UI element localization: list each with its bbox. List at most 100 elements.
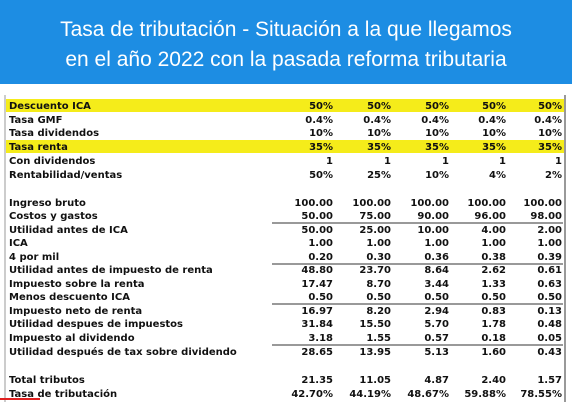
- cell-value: 0.48: [537, 319, 562, 330]
- cell-value: 100.00: [467, 198, 506, 209]
- cell-value: 10%: [425, 128, 449, 139]
- cell-value: 0.4%: [305, 115, 333, 126]
- cell-value: 0.57: [424, 333, 449, 344]
- cell-value: 10%: [482, 128, 506, 139]
- cell-value: 2.00: [537, 225, 562, 236]
- row-label: Utilidad antes de ICA: [9, 225, 128, 236]
- cell-value: 50%: [309, 101, 333, 112]
- cell-value: 25.00: [359, 225, 391, 236]
- cell-value: 100.00: [410, 198, 449, 209]
- cell-value: 3.44: [424, 279, 449, 290]
- cell-value: 96.00: [474, 211, 506, 222]
- cell-value: 98.00: [530, 211, 562, 222]
- cell-value: 11.05: [359, 375, 391, 386]
- cell-value: 48.67%: [407, 389, 449, 400]
- cell-value: 0.50: [537, 292, 562, 303]
- cell-value: 1.60: [481, 347, 506, 358]
- cell-value: 0.39: [537, 252, 562, 263]
- row-label: Tasa GMF: [9, 115, 62, 126]
- cell-value: 0.50: [308, 292, 333, 303]
- row-label: Impuesto neto de renta: [9, 306, 142, 317]
- row-label: 4 por mil: [9, 252, 59, 263]
- cell-value: 1: [326, 156, 333, 167]
- cell-value: 5.70: [424, 319, 449, 330]
- cell-value: 0.38: [481, 252, 506, 263]
- row-label: Costos y gastos: [9, 211, 98, 222]
- cell-value: 35%: [482, 142, 506, 153]
- cell-value: 1.57: [537, 375, 562, 386]
- cell-value: 10%: [367, 128, 391, 139]
- cell-value: 0.4%: [363, 115, 391, 126]
- cell-value: 2.40: [481, 375, 506, 386]
- cell-value: 0.30: [366, 252, 391, 263]
- cell-value: 0.4%: [421, 115, 449, 126]
- cell-value: 100.00: [523, 198, 562, 209]
- row-label: Impuesto al dividendo: [9, 333, 135, 344]
- cell-value: 10%: [309, 128, 333, 139]
- cell-value: 35%: [538, 142, 562, 153]
- cell-value: 10%: [425, 170, 449, 181]
- row-label: Tasa de tributación: [9, 388, 117, 400]
- row-label: Rentabilidad/ventas: [9, 170, 122, 181]
- cell-value: 10%: [538, 128, 562, 139]
- cell-value: 25%: [367, 170, 391, 181]
- cell-value: 59.88%: [464, 389, 506, 400]
- cell-value: 1.33: [481, 279, 506, 290]
- cell-value: 23.70: [359, 265, 391, 276]
- cell-value: 50%: [367, 101, 391, 112]
- cell-value: 8.20: [366, 306, 391, 317]
- cell-value: 0.83: [481, 306, 506, 317]
- row-highlight: [6, 140, 564, 153]
- cell-value: 0.43: [537, 347, 562, 358]
- cell-value: 0.61: [537, 265, 562, 276]
- cell-value: 16.97: [301, 306, 333, 317]
- cell-value: 17.47: [301, 279, 333, 290]
- title-line: Tasa de tributación - Situación a la que…: [60, 18, 512, 41]
- row-label: Total tributos: [9, 375, 85, 386]
- row-label: Tasa renta: [9, 142, 68, 153]
- row-label: Impuesto sobre la renta: [9, 279, 144, 290]
- cell-value: 50%: [309, 170, 333, 181]
- row-label: Menos descuento ICA: [9, 292, 130, 303]
- cell-value: 0.63: [537, 279, 562, 290]
- cell-value: 50%: [482, 101, 506, 112]
- cell-value: 1.78: [481, 319, 506, 330]
- row-label: Ingreso bruto: [9, 198, 86, 209]
- cell-value: 0.13: [537, 306, 562, 317]
- cell-value: 1: [555, 156, 562, 167]
- cell-value: 42.70%: [291, 389, 333, 400]
- row-label: Utilidad despues de impuestos: [9, 319, 183, 330]
- cell-value: 50%: [538, 101, 562, 112]
- cell-value: 35%: [309, 142, 333, 153]
- cell-value: 100.00: [294, 198, 333, 209]
- row-label: Tasa dividendos: [9, 128, 99, 139]
- row-label: Con dividendos: [9, 156, 95, 167]
- cell-value: 1.00: [308, 238, 333, 249]
- cell-value: 8.64: [424, 265, 449, 276]
- row-label: Utilidad antes de impuesto de renta: [9, 265, 213, 276]
- cell-value: 5.13: [424, 347, 449, 358]
- cell-value: 48.80: [301, 265, 333, 276]
- cell-value: 4%: [489, 170, 506, 181]
- cell-value: 10.00: [417, 225, 449, 236]
- cell-value: 2.94: [424, 306, 449, 317]
- cell-value: 1: [499, 156, 506, 167]
- cell-value: 35%: [367, 142, 391, 153]
- cell-value: 1: [442, 156, 449, 167]
- cell-value: 0.4%: [534, 115, 562, 126]
- cell-value: 1.55: [366, 333, 391, 344]
- cell-value: 50%: [425, 101, 449, 112]
- cell-value: 8.70: [366, 279, 391, 290]
- cell-value: 0.36: [424, 252, 449, 263]
- cell-value: 1: [384, 156, 391, 167]
- cell-value: 0.05: [537, 333, 562, 344]
- cell-value: 0.18: [481, 333, 506, 344]
- cell-value: 0.50: [424, 292, 449, 303]
- row-highlight: [6, 99, 564, 112]
- cell-value: 31.84: [301, 319, 333, 330]
- row-label: Utilidad después de tax sobre dividendo: [9, 346, 237, 358]
- cell-value: 1.00: [481, 238, 506, 249]
- cell-value: 1.00: [366, 238, 391, 249]
